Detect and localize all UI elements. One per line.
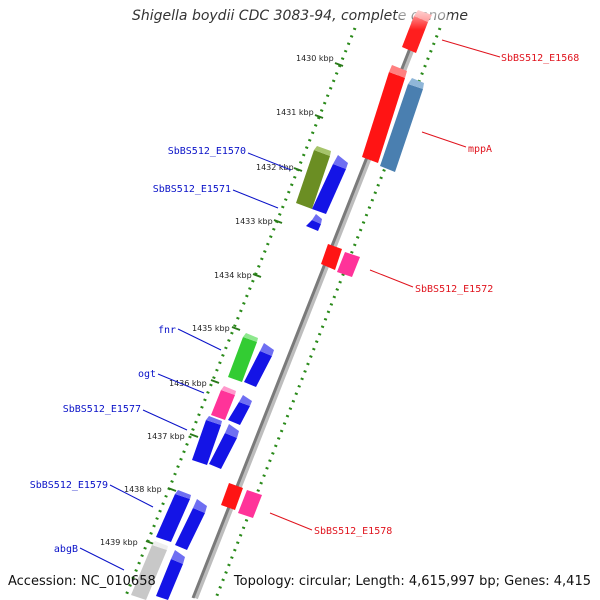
gene-label-SbBS512_E1568[interactable]: SbBS512_E1568 (501, 53, 579, 64)
tick-1437: 1437 kbp (147, 432, 199, 441)
tick-1431: 1431 kbp (276, 108, 324, 119)
gene-arrow-ogt-blast[interactable] (228, 395, 252, 425)
gene-arrow-SbBS512_E1577-cds[interactable] (192, 416, 222, 465)
gene-arrow-SbBS512_E1577-blast[interactable] (209, 424, 239, 469)
genome-summary-text: Topology: circular; Length: 4,615,997 bp… (233, 574, 591, 589)
tick-label-1434: 1434 kbp (214, 271, 252, 280)
callout-line-mppA (421, 131, 467, 148)
tick-label-1435: 1435 kbp (192, 324, 230, 333)
callout-line-fnr (177, 328, 222, 351)
outer-track-left (123, 27, 357, 599)
gene-arrow-SbBS512_E1570-blast[interactable] (312, 155, 348, 214)
gene-arrow-SbBS512_E1570-cds[interactable] (296, 146, 331, 209)
gene-arrow-SbBS512_E1578-cds[interactable] (221, 483, 243, 510)
tick-label-1436: 1436 kbp (169, 379, 207, 388)
gene-arrow-mppA-blast[interactable] (380, 78, 424, 172)
gene-label-abgB[interactable]: abgB (54, 544, 78, 555)
gene-label-SbBS512_E1578[interactable]: SbBS512_E1578 (314, 526, 392, 537)
gene-arrow-abgB-cds[interactable] (131, 541, 168, 600)
callout-line-SbBS512_E1570 (247, 152, 292, 171)
callout-line-SbBS512_E1572 (369, 269, 414, 288)
gene-label-SbBS512_E1579[interactable]: SbBS512_E1579 (30, 480, 108, 491)
tick-label-1432: 1432 kbp (256, 163, 294, 172)
callout-line-SbBS512_E1578 (269, 512, 313, 531)
callout-line-abgB (79, 547, 125, 571)
gene-label-SbBS512_E1571[interactable]: SbBS512_E1571 (153, 184, 231, 195)
gene-arrow-SbBS512_E1579-cds[interactable] (156, 490, 191, 542)
callout-line-ogt (157, 373, 205, 394)
callout-line-SbBS512_E1571 (232, 189, 279, 209)
tick-label-1437: 1437 kbp (147, 432, 185, 441)
callout-line-SbBS512_E1577 (142, 409, 188, 431)
accession-text: Accession: NC_010658 (8, 574, 156, 589)
tick-1434: 1434 kbp (214, 271, 262, 280)
tick-label-1439: 1439 kbp (100, 538, 138, 547)
callout-line-SbBS512_E1568 (441, 39, 501, 58)
gene-arrow-SbBS512_E1571[interactable] (306, 214, 322, 231)
map-title: Shigella boydii CDC 3083-94, complete ge… (131, 8, 469, 24)
gene-arrow-SbBS512_E1572-cds[interactable] (321, 244, 342, 270)
gene-arrow-ogt-cds[interactable] (211, 386, 236, 420)
tick-1435: 1435 kbp (192, 324, 241, 333)
gene-label-fnr[interactable]: fnr (158, 325, 176, 336)
callout-line-SbBS512_E1579 (109, 484, 154, 508)
gene-label-ogt[interactable]: ogt (138, 369, 156, 380)
gene-arrow-SbBS512_E1568[interactable] (398, 0, 448, 53)
tick-label-1438: 1438 kbp (124, 485, 162, 494)
gene-arrow-mppA-cds[interactable] (362, 65, 407, 163)
tick-1438: 1438 kbp (124, 485, 177, 494)
gene-arrow-abgB-blast[interactable] (156, 550, 185, 600)
gene-arrow-SbBS512_E1578-blast[interactable] (238, 490, 262, 518)
tick-1430: 1430 kbp (296, 54, 344, 67)
gene-label-mppA[interactable]: mppA (468, 144, 492, 155)
tick-1436: 1436 kbp (169, 379, 220, 388)
tick-1433: 1433 kbp (235, 217, 283, 226)
tick-label-1430: 1430 kbp (296, 54, 334, 63)
tick-label-1431: 1431 kbp (276, 108, 314, 117)
gene-label-SbBS512_E1572[interactable]: SbBS512_E1572 (415, 284, 493, 295)
tick-1432: 1432 kbp (256, 163, 303, 172)
gene-label-SbBS512_E1570[interactable]: SbBS512_E1570 (168, 146, 246, 157)
tick-1439: 1439 kbp (100, 538, 155, 547)
gene-arrow-SbBS512_E1579-blast[interactable] (175, 499, 207, 550)
gene-arrow-fnr-blast[interactable] (244, 343, 274, 387)
tick-label-1433: 1433 kbp (235, 217, 273, 226)
gene-arrow-fnr-cds[interactable] (228, 333, 258, 382)
gene-label-SbBS512_E1577[interactable]: SbBS512_E1577 (63, 404, 141, 415)
gene-arrow-SbBS512_E1572-blast[interactable] (337, 252, 360, 277)
